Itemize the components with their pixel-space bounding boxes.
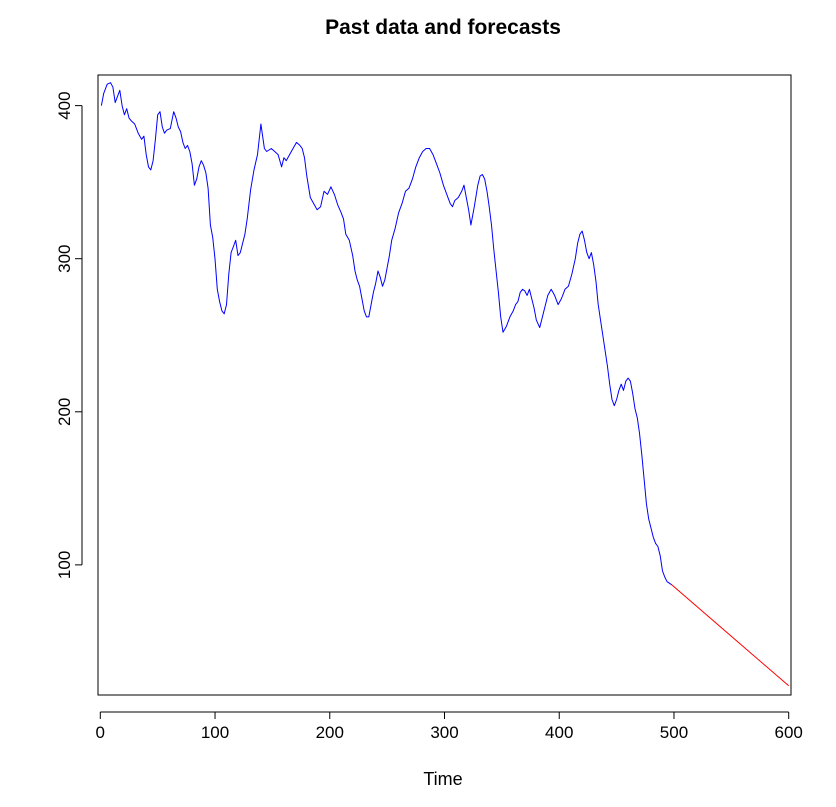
x-tick-label: 100 — [201, 723, 229, 742]
y-axis: 100 200 300 400 — [55, 91, 83, 579]
x-tick-label: 200 — [316, 723, 344, 742]
plot-area-frame — [97, 74, 792, 696]
y-tick-label: 300 — [55, 245, 74, 273]
y-tick-label: 400 — [55, 91, 74, 119]
y-tick-label: 200 — [55, 398, 74, 426]
x-tick-label: 600 — [775, 723, 803, 742]
series-line-forecast — [671, 584, 790, 687]
x-axis: 0 100 200 300 400 500 600 — [96, 711, 803, 742]
x-tick-label: 300 — [430, 723, 458, 742]
x-tick-label: 500 — [660, 723, 688, 742]
y-tick-label: 100 — [55, 551, 74, 579]
x-tick-label: 0 — [96, 723, 105, 742]
chart-title: Past data and forecasts — [325, 16, 561, 39]
x-axis-label: Time — [423, 769, 462, 789]
x-tick-label: 400 — [545, 723, 573, 742]
series-group — [100, 82, 790, 687]
series-line-past-data — [100, 82, 672, 586]
